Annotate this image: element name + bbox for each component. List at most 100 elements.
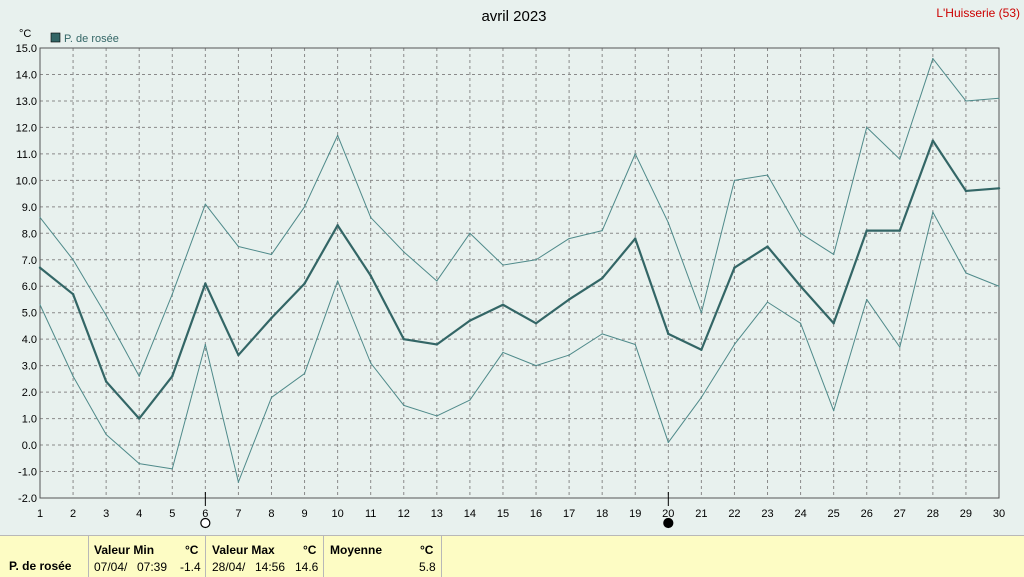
data-point-min xyxy=(700,396,702,399)
data-point-min xyxy=(733,343,736,346)
data-point-mean xyxy=(997,187,1001,190)
data-point-max xyxy=(899,158,901,160)
data-point-max xyxy=(502,264,504,266)
data-point-max xyxy=(204,203,206,205)
x-tick-label: 7 xyxy=(235,508,241,520)
x-tick-label: 1 xyxy=(37,508,43,520)
data-point-max xyxy=(72,259,74,261)
data-point-min xyxy=(204,343,206,346)
y-tick-label: 13.0 xyxy=(16,96,37,108)
min-unit: °C xyxy=(185,543,199,557)
data-point-max xyxy=(601,230,603,232)
data-point-min xyxy=(403,404,405,406)
data-point-max xyxy=(733,179,736,181)
data-point-mean xyxy=(534,322,538,325)
data-point-max xyxy=(403,251,405,253)
data-point-min xyxy=(469,399,471,401)
data-point-min xyxy=(105,433,107,436)
data-point-max xyxy=(436,280,438,282)
y-tick-label: 12.0 xyxy=(16,122,37,134)
plot-frame xyxy=(39,47,1000,499)
x-tick-label: 25 xyxy=(828,508,840,520)
data-point-min xyxy=(899,346,901,348)
data-point-min xyxy=(535,365,537,367)
data-point-mean xyxy=(634,237,637,240)
data-point-mean xyxy=(402,337,405,341)
x-tick-label: 20 xyxy=(662,508,674,520)
data-point-max xyxy=(270,253,273,256)
data-point-mean xyxy=(303,282,306,285)
data-point-min xyxy=(601,333,603,335)
max-header: Valeur Max xyxy=(212,543,275,557)
data-point-mean xyxy=(600,277,604,280)
x-tick-label: 21 xyxy=(695,508,707,520)
y-tick-label: 4.0 xyxy=(22,334,37,346)
data-point-mean xyxy=(766,245,769,248)
x-tick-label: 30 xyxy=(993,508,1005,520)
data-point-max xyxy=(39,216,41,219)
data-point-min xyxy=(799,322,802,324)
data-point-mean xyxy=(71,292,75,296)
data-point-min xyxy=(998,285,1000,287)
legend-label: P. de rosée xyxy=(64,33,119,45)
data-point-max xyxy=(138,375,140,377)
x-tick-label: 27 xyxy=(894,508,906,520)
data-point-mean xyxy=(865,229,868,232)
data-point-min xyxy=(237,481,240,483)
data-point-min xyxy=(171,468,173,470)
data-point-mean xyxy=(369,274,372,277)
full-moon-icon xyxy=(200,517,211,529)
data-point-mean xyxy=(733,266,736,269)
max-date: 28/04/ xyxy=(212,560,246,574)
y-tick-label: 7.0 xyxy=(22,255,37,267)
x-tick-label: 24 xyxy=(794,508,806,520)
data-point-max xyxy=(303,206,306,208)
data-point-max xyxy=(105,314,107,316)
y-tick-label: -2.0 xyxy=(18,493,37,505)
data-point-mean xyxy=(204,282,207,285)
chart: -2.0 -1.0 0.0 1.0 2.0 3.0 4.0 5.0 6.0 7.0 8.0 9.0 10… xyxy=(16,6,1020,529)
x-tick-label: 13 xyxy=(431,508,443,520)
stats-series-label: P. de rosée xyxy=(9,559,72,573)
series-line-max xyxy=(39,58,1000,377)
data-point-mean xyxy=(964,189,968,193)
y-tick-label: 5.0 xyxy=(22,308,37,320)
x-tick-label: 5 xyxy=(169,508,175,520)
y-tick-label: 3.0 xyxy=(22,361,37,373)
data-point-mean xyxy=(237,353,240,357)
data-point-mean xyxy=(931,139,935,142)
data-point-min xyxy=(568,354,570,356)
min-date: 07/04/ xyxy=(94,560,128,574)
data-point-max xyxy=(799,232,802,234)
legend-swatch xyxy=(50,32,61,43)
x-tick-label: 28 xyxy=(927,508,939,520)
x-tick-label: 23 xyxy=(761,508,773,520)
data-point-mean xyxy=(435,343,439,346)
data-point-min xyxy=(436,415,438,417)
mean-unit: °C xyxy=(420,543,434,557)
plot-area xyxy=(40,48,999,498)
data-point-max xyxy=(932,57,934,60)
x-tick-label: 9 xyxy=(301,508,307,520)
y-axis-label: °C xyxy=(19,28,31,40)
data-point-min xyxy=(370,362,372,364)
x-tick-label: 12 xyxy=(398,508,410,520)
data-point-min xyxy=(667,441,669,444)
data-point-max xyxy=(237,245,240,248)
data-point-mean xyxy=(667,332,670,336)
data-point-mean xyxy=(567,298,571,301)
y-tick-label: 15.0 xyxy=(16,43,37,55)
y-tick-label: 6.0 xyxy=(22,281,37,293)
data-point-min xyxy=(138,462,140,465)
y-tick-label: 8.0 xyxy=(22,228,37,240)
data-point-mean xyxy=(898,229,901,232)
x-tick-label: 2 xyxy=(70,508,76,520)
data-point-mean xyxy=(501,303,505,306)
x-tick-label: 26 xyxy=(861,508,873,520)
max-unit: °C xyxy=(303,543,317,557)
y-tick-label: 10.0 xyxy=(16,175,37,187)
data-point-mean xyxy=(336,224,339,227)
data-point-mean xyxy=(104,380,108,383)
x-tick-label: 4 xyxy=(136,508,142,520)
x-tick-label: 16 xyxy=(530,508,542,520)
